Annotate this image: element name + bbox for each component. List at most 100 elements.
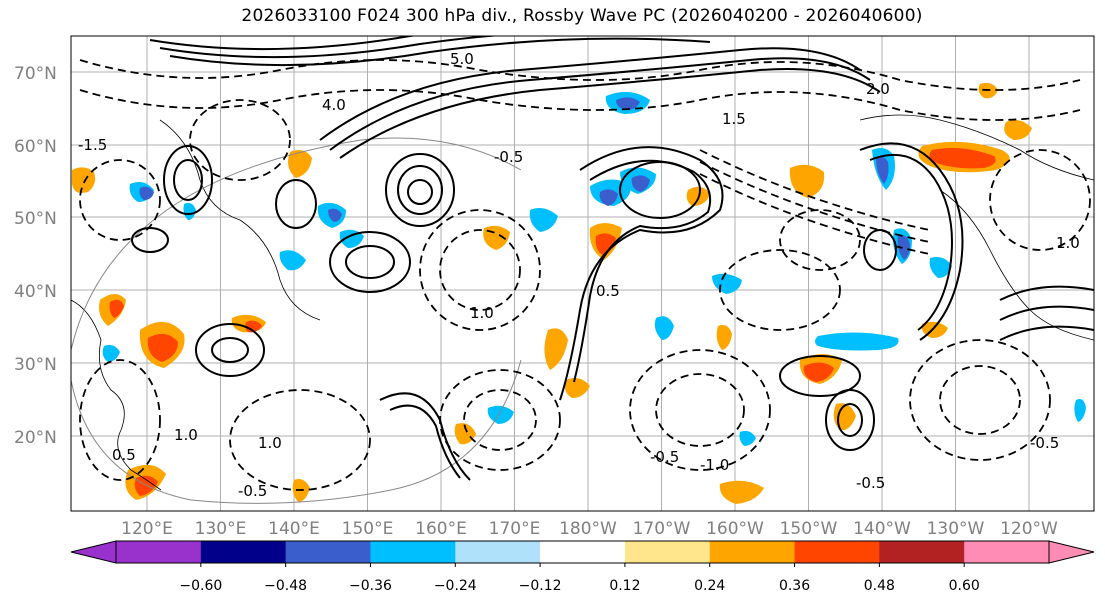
contour-line-dashed (439, 229, 521, 311)
contour-line-dashed (699, 161, 931, 243)
contour-label: -0.5 (856, 474, 885, 492)
colorbar-tick-label: −0.36 (349, 578, 392, 594)
shade-patch-neg (529, 208, 558, 232)
map-background (71, 36, 1094, 511)
colorbar-tick-label: −0.24 (434, 578, 477, 594)
contour-label: -0.5 (494, 148, 523, 166)
lon-label: 130°E (195, 519, 247, 539)
shade-patch (789, 164, 825, 198)
colorbar-tick-label: −0.60 (179, 578, 222, 594)
colorbar-extend-min (70, 540, 117, 564)
contour-label: -1.5 (78, 136, 107, 154)
contour-line-dashed (79, 59, 1081, 91)
contour-line (389, 404, 461, 479)
contour-label: 1.0 (174, 426, 198, 444)
projection-arc (71, 359, 522, 504)
lon-label: 160°E (415, 519, 467, 539)
contour-line (329, 231, 411, 293)
colorbar-tick-label: 0.24 (694, 578, 725, 594)
shade-core (595, 233, 616, 256)
contour-label: 0.5 (112, 446, 136, 464)
shade-patch (833, 403, 856, 431)
positive-contours (131, 36, 1094, 481)
contour-label: 1.5 (722, 110, 746, 128)
contour-line (275, 179, 317, 229)
map-panel: 5.0 4.0 2.0 1.5 -0.5 1.0 -1.0 0.5 -1.5 -… (70, 35, 1095, 512)
colorbar-segment (370, 541, 456, 563)
contour-line (859, 142, 964, 341)
contour-line (863, 229, 897, 271)
lat-label: 30°N (14, 355, 57, 375)
contour-line-dashed (439, 369, 561, 471)
contour-line (329, 57, 871, 151)
map-frame (70, 35, 1095, 512)
coastline (71, 299, 162, 491)
colorbar-tick-label: 0.48 (864, 578, 895, 594)
contour-line-dashed (229, 389, 371, 491)
longitude-labels: 120°E 130°E 140°E 150°E 160°E 170°E 180°W 170°W… (121, 519, 1058, 539)
shade-patch-neg (815, 332, 899, 351)
colorbar-segment (455, 541, 541, 563)
shade-core-neg (599, 189, 618, 206)
coastline (159, 119, 321, 321)
contour-label: 1.0 (1056, 234, 1080, 252)
shade-patch-neg (654, 316, 674, 340)
projection-arcs (71, 137, 522, 504)
colorbar: −0.60 −0.48 −0.36 −0.24 −0.12 0.12 0.24 0.36 0.4… (70, 540, 1095, 594)
shade-core-neg (897, 235, 910, 260)
contour-line-dashed (79, 159, 161, 241)
shade-core-neg (631, 175, 650, 192)
contour-line (339, 67, 881, 159)
contour-label: 5.0 (450, 50, 474, 68)
lat-label: 70°N (14, 64, 57, 84)
contour-label: -0.5 (238, 482, 267, 500)
contour-line-dashed (989, 149, 1091, 251)
contour-line-dashed (189, 99, 291, 181)
contour-label: 4.0 (322, 96, 346, 114)
contour-line-dashed (719, 249, 841, 331)
shade-core (929, 148, 996, 169)
contour-line (195, 323, 265, 377)
colorbar-segment (116, 541, 202, 563)
contour-line (173, 159, 203, 201)
contour-line (619, 161, 701, 219)
contour-line-dashed (699, 149, 931, 231)
shade-patch (1004, 120, 1032, 140)
lon-label: 120°W (1000, 519, 1058, 539)
lat-label: 50°N (14, 209, 57, 229)
colorbar-segment (624, 541, 711, 563)
colorbar-tick-label: −0.12 (519, 578, 562, 594)
contour-line (397, 165, 443, 215)
contour-line (999, 285, 1094, 301)
shade-patch-neg (739, 430, 756, 446)
contour-line-dashed (79, 89, 1081, 121)
lon-label: 160°W (706, 519, 764, 539)
shade-patch (288, 150, 312, 178)
shade-core (109, 299, 124, 318)
contour-line (559, 146, 724, 401)
latitude-labels: 70°N 60°N 50°N 40°N 30°N 20°N (14, 64, 57, 448)
shade-patch-neg (183, 202, 196, 220)
colorbar-segment (200, 541, 287, 563)
colorbar-segment (964, 541, 1050, 563)
lon-label: 120°E (121, 519, 173, 539)
contour-line (159, 36, 501, 59)
projection-arc (71, 137, 522, 351)
shade-patch-neg (487, 405, 514, 424)
shade-patch (716, 325, 732, 350)
contour-line (211, 337, 249, 363)
lon-label: 170°W (633, 519, 691, 539)
colorbar-tick-label: 0.12 (609, 578, 640, 594)
contour-label: 1.0 (258, 434, 282, 452)
shade-patch-neg (929, 257, 952, 278)
contour-line (345, 245, 395, 279)
contour-line (131, 227, 169, 253)
contour-line-dashed (699, 173, 931, 255)
colorbar-ticks: −0.60 −0.48 −0.36 −0.24 −0.12 0.12 0.24 0.36 0.4… (179, 563, 980, 594)
shade-patch (454, 423, 476, 445)
lat-label: 40°N (14, 282, 57, 302)
shade-core-neg (616, 97, 640, 110)
contour-line-dashed (655, 373, 745, 447)
contour-labels: 5.0 4.0 2.0 1.5 -0.5 1.0 -1.0 0.5 -1.5 -… (78, 50, 1080, 500)
lat-label: 20°N (14, 428, 57, 448)
